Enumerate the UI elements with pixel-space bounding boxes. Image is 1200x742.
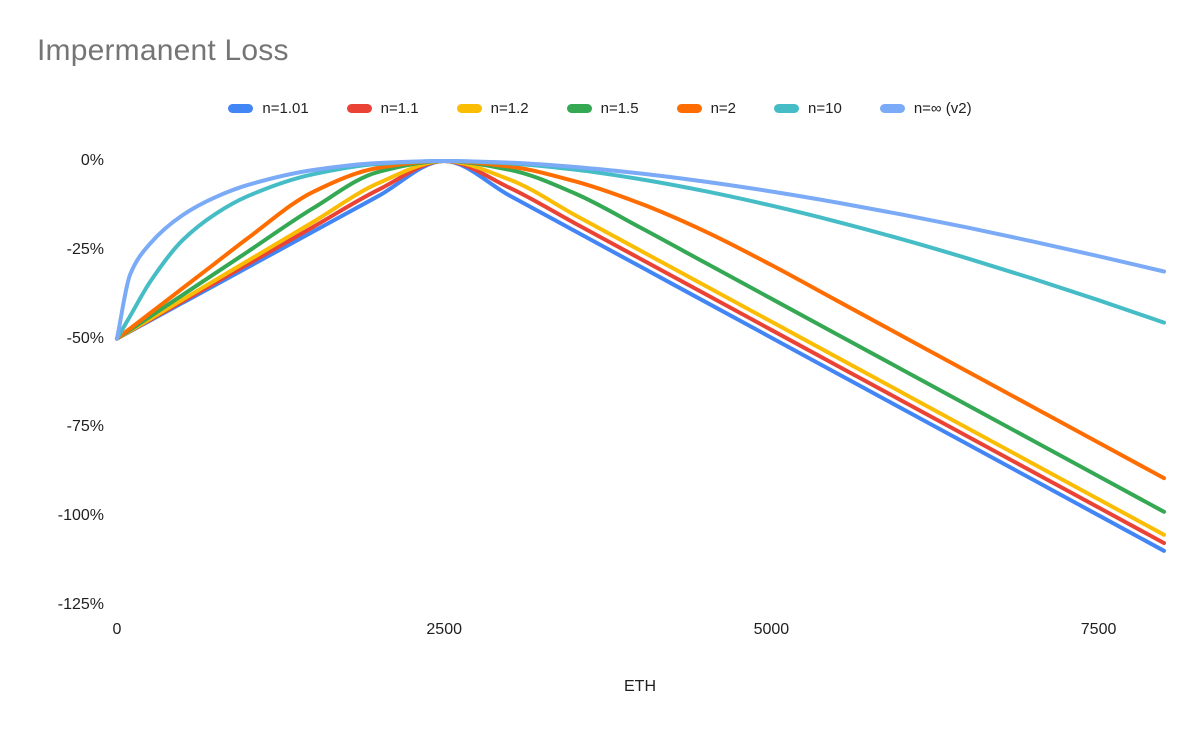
legend-label: n=2: [710, 100, 737, 117]
legend-label: n=10: [808, 100, 842, 117]
legend-swatch-icon: [774, 104, 800, 113]
legend-label: n=1.1: [380, 100, 419, 117]
legend-swatch-icon: [566, 104, 592, 113]
y-tick-label: -25%: [66, 240, 104, 258]
legend-item: n=1.5: [566, 100, 639, 117]
series-line-n=1.2: [115, 159, 1166, 537]
y-tick-label: -75%: [66, 418, 104, 436]
legend-swatch-icon: [346, 104, 372, 113]
legend-item: n=10: [774, 100, 842, 117]
series-line-n=∞ (v2): [115, 159, 1166, 341]
legend-item: n=1.01: [228, 100, 309, 117]
legend-swatch-icon: [879, 104, 905, 113]
legend-label: n=1.5: [600, 100, 639, 117]
x-tick-label: 0: [112, 621, 122, 638]
legend-swatch-icon: [228, 104, 254, 113]
x-tick-label: 7500: [1080, 621, 1117, 638]
legend-item: n=1.1: [346, 100, 419, 117]
series-line-n=10: [115, 159, 1166, 341]
x-axis-title: ETH: [624, 678, 656, 695]
x-tick-label: 5000: [753, 621, 790, 638]
legend-swatch-icon: [456, 104, 482, 113]
legend-swatch-icon: [676, 104, 702, 113]
legend-item: n=1.2: [456, 100, 529, 117]
legend-item: n=∞ (v2): [879, 100, 972, 117]
legend-item: n=2: [676, 100, 737, 117]
series-line-n=2: [115, 159, 1166, 481]
y-tick-label: -50%: [66, 329, 104, 347]
chart-title: Impermanent Loss: [37, 34, 289, 67]
y-tick-label: -100%: [57, 507, 104, 525]
legend-label: n=1.2: [490, 100, 529, 117]
chart-legend: n=1.01 n=1.1 n=1.2 n=1.5 n=2 n=10 n=∞ (v2): [0, 100, 1200, 117]
legend-label: n=1.01: [262, 100, 309, 117]
x-tick-label: 2500: [426, 621, 462, 638]
series-line-n=1.5: [115, 159, 1166, 514]
legend-label: n=∞ (v2): [913, 100, 972, 117]
y-tick-label: 0%: [80, 152, 104, 169]
y-tick-label: -125%: [57, 596, 104, 613]
